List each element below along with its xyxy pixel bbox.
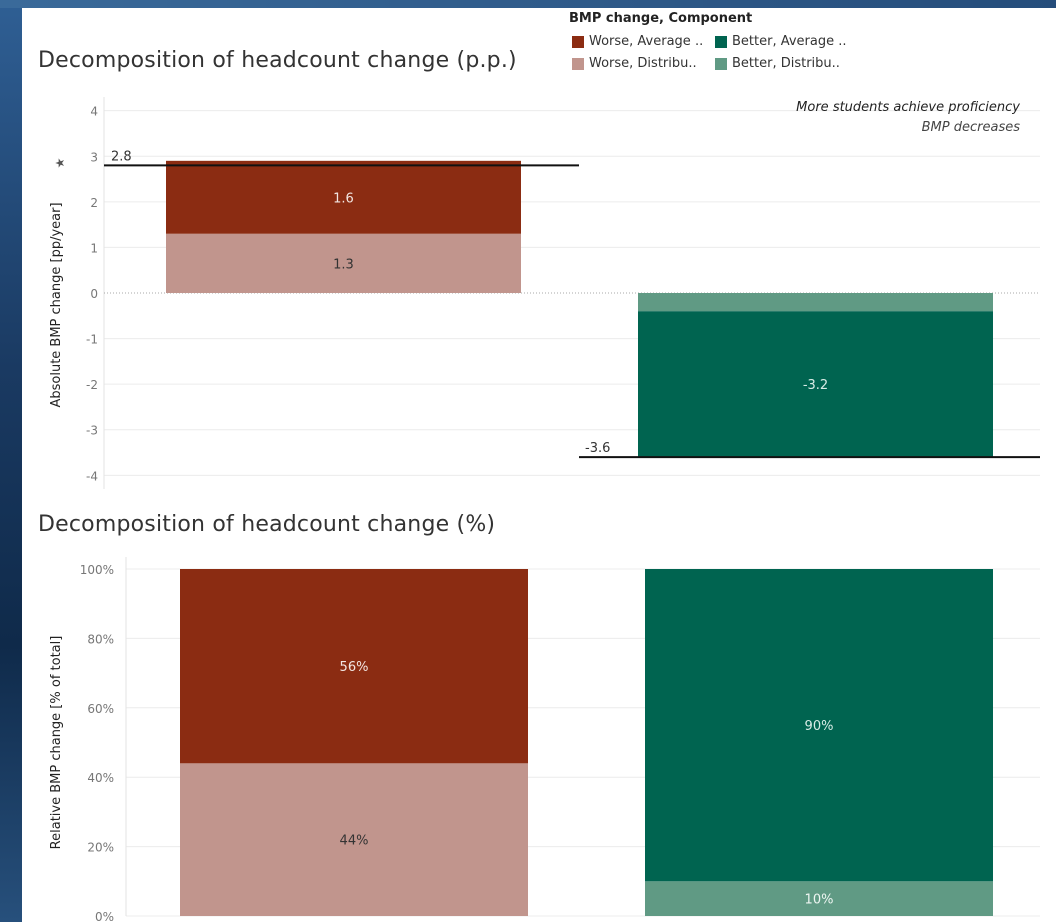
bar-segment-percent xyxy=(645,881,993,916)
legend-label: Better, Average .. xyxy=(732,34,847,49)
bar-data-label-percent: 90% xyxy=(805,719,834,734)
y-tick-label-percent: 100% xyxy=(80,563,114,577)
y-tick-label-pp: -3 xyxy=(86,424,98,438)
y-tick-label-percent: 60% xyxy=(87,702,114,716)
bar-data-label-percent: 10% xyxy=(805,893,834,908)
chart-title-pp: Decomposition of headcount change (p.p.) xyxy=(38,48,517,73)
background-top-edge xyxy=(0,0,1056,8)
y-tick-label-pp: 1 xyxy=(90,241,98,255)
bar-segment-percent xyxy=(180,763,528,916)
y-tick-label-pp: 3 xyxy=(90,150,98,164)
legend-item-worse-average[interactable]: Worse, Average .. xyxy=(572,34,703,49)
reference-line-label: -3.6 xyxy=(585,441,610,456)
y-tick-label-pp: -1 xyxy=(86,333,98,347)
bar-data-label-pp: -3.2 xyxy=(803,378,828,393)
legend-swatch xyxy=(715,35,727,48)
legend-swatch xyxy=(572,57,584,70)
background-left-edge xyxy=(0,0,22,922)
reference-line-label: 2.8 xyxy=(111,149,132,164)
y-tick-label-percent: 20% xyxy=(87,841,114,855)
y-axis-title-pp: Absolute BMP change [pp/year] xyxy=(49,202,64,407)
bar-data-label-percent: 44% xyxy=(340,834,369,849)
bar-data-label-percent: 56% xyxy=(340,660,369,675)
bar-data-label-pp: 1.6 xyxy=(333,191,354,206)
bar-segment-pp xyxy=(638,311,993,458)
y-tick-label-pp: -4 xyxy=(86,469,98,483)
bar-segment-percent xyxy=(645,569,993,882)
legend-swatch xyxy=(715,57,727,70)
y-tick-label-percent: 80% xyxy=(87,632,114,646)
bar-segment-pp xyxy=(166,233,521,293)
legend-label: Worse, Average .. xyxy=(589,34,704,49)
annotation-line-1: More students achieve proficiency xyxy=(796,100,1020,115)
bar-segment-percent xyxy=(180,569,528,764)
legend-title: BMP change, Component xyxy=(569,11,753,26)
legend-item-better-average[interactable]: Better, Average .. xyxy=(715,34,847,49)
y-axis-title-percent: Relative BMP change [% of total] xyxy=(49,636,64,850)
legend-label: Better, Distribu.. xyxy=(732,56,840,71)
bar-segment-pp xyxy=(166,160,521,234)
legend-item-worse-distribution[interactable]: Worse, Distribu.. xyxy=(572,56,697,71)
bar-segment-pp xyxy=(638,293,993,312)
y-tick-label-percent: 40% xyxy=(87,771,114,785)
y-tick-label-pp: 2 xyxy=(90,196,98,210)
legend-swatch xyxy=(572,35,584,48)
annotation-line-2: BMP decreases xyxy=(922,120,1021,135)
bar-data-label-pp: 1.3 xyxy=(333,257,354,272)
chart-title-percent: Decomposition of headcount change (%) xyxy=(38,512,496,537)
y-tick-label-percent: 0% xyxy=(95,910,114,922)
pin-icon: ★ xyxy=(53,158,67,169)
y-tick-label-pp: 4 xyxy=(90,105,98,119)
y-tick-label-pp: -2 xyxy=(86,378,98,392)
y-tick-label-pp: 0 xyxy=(90,287,98,301)
legend-label: Worse, Distribu.. xyxy=(589,56,697,71)
legend-item-better-distribution[interactable]: Better, Distribu.. xyxy=(715,56,840,71)
